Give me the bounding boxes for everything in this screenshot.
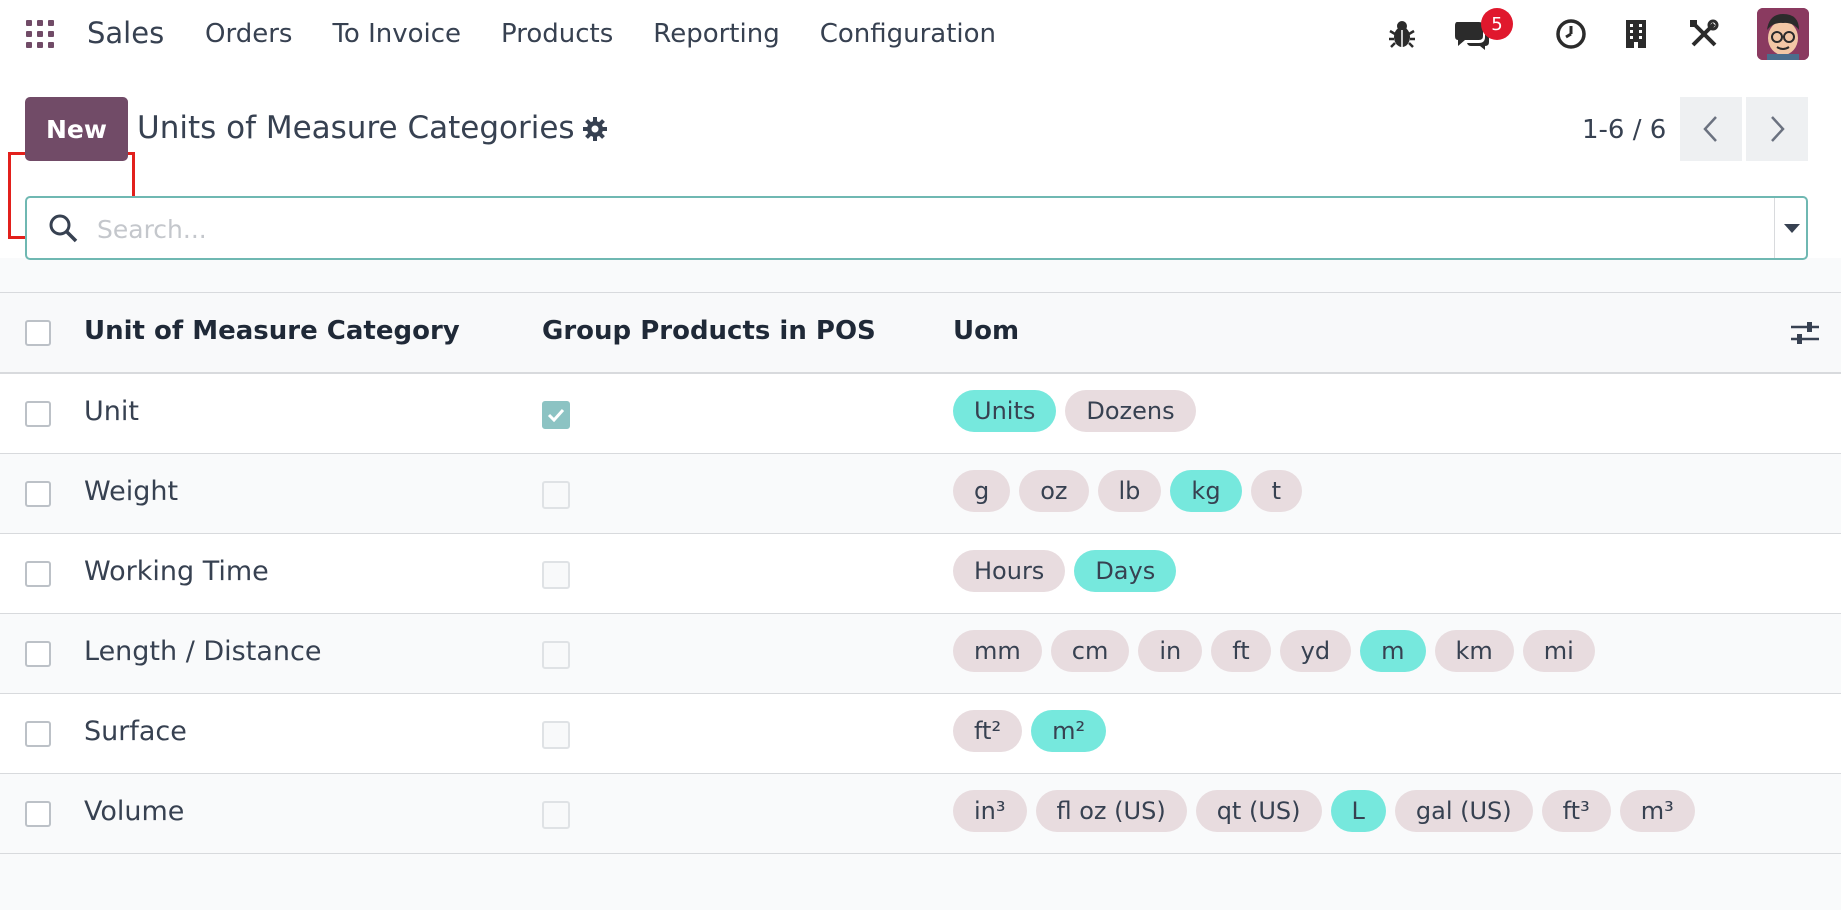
uom-tag: km xyxy=(1434,630,1514,672)
caret-down-icon xyxy=(1783,224,1800,233)
group-products-pos-checkbox[interactable] xyxy=(542,801,570,829)
uom-tag: mi xyxy=(1522,630,1595,672)
row-select-checkbox[interactable] xyxy=(25,401,51,427)
reference-uom-tag: m xyxy=(1360,630,1426,672)
messages-count-badge: 5 xyxy=(1481,8,1513,40)
main-menu: Orders To Invoice Products Reporting Con… xyxy=(205,19,1036,49)
menu-to-invoice[interactable]: To Invoice xyxy=(332,19,462,49)
search-bar xyxy=(25,196,1808,260)
menu-reporting[interactable]: Reporting xyxy=(653,19,780,49)
pager-value[interactable]: 1-6 / 6 xyxy=(1582,115,1667,145)
uom-tag: lb xyxy=(1097,470,1162,512)
chevron-right-icon xyxy=(1771,116,1785,142)
row-select-checkbox[interactable] xyxy=(25,641,51,667)
reference-uom-tag: m² xyxy=(1031,710,1107,752)
page-title: Units of Measure Categories xyxy=(137,110,575,146)
row-select-checkbox[interactable] xyxy=(25,801,51,827)
chat-icon[interactable] xyxy=(1452,14,1492,54)
reference-uom-tag: Units xyxy=(953,390,1057,432)
column-header-category[interactable]: Unit of Measure Category xyxy=(84,316,460,346)
search-icon xyxy=(47,212,79,248)
new-button[interactable]: New xyxy=(25,97,128,161)
menu-orders[interactable]: Orders xyxy=(205,19,293,49)
table-header: Unit of Measure Category Group Products … xyxy=(0,292,1841,374)
uom-tags: Hours Days xyxy=(953,550,1185,592)
uom-tag: in xyxy=(1138,630,1203,672)
group-products-pos-checkbox[interactable] xyxy=(542,721,570,749)
uom-tag: Dozens xyxy=(1065,390,1196,432)
uom-tag: t xyxy=(1250,470,1302,512)
table-row[interactable]: Unit Units Dozens xyxy=(0,374,1841,454)
uom-tag: ft³ xyxy=(1541,790,1611,832)
tools-icon[interactable] xyxy=(1687,14,1721,54)
uom-tag: oz xyxy=(1019,470,1089,512)
category-name[interactable]: Surface xyxy=(84,716,187,747)
category-name[interactable]: Unit xyxy=(84,396,139,427)
uom-tag: in³ xyxy=(953,790,1027,832)
row-select-checkbox[interactable] xyxy=(25,481,51,507)
category-name[interactable]: Working Time xyxy=(84,556,269,587)
uom-tag: cm xyxy=(1050,630,1130,672)
search-options-toggle[interactable] xyxy=(1775,198,1808,258)
column-settings-icon[interactable] xyxy=(1790,319,1820,351)
uom-tags: ft² m² xyxy=(953,710,1115,752)
check-icon xyxy=(547,408,565,422)
row-select-checkbox[interactable] xyxy=(25,561,51,587)
uom-tag: m³ xyxy=(1619,790,1695,832)
reference-uom-tag: kg xyxy=(1170,470,1242,512)
group-products-pos-checkbox[interactable] xyxy=(542,641,570,669)
search-input[interactable] xyxy=(95,209,1549,249)
uom-tag: ft xyxy=(1211,630,1271,672)
column-header-uom[interactable]: Uom xyxy=(953,316,1020,346)
uom-tag: yd xyxy=(1279,630,1352,672)
uom-tags: g oz lb kg t xyxy=(953,470,1311,512)
uom-tags: mm cm in ft yd m km mi xyxy=(953,630,1604,672)
uom-tag: g xyxy=(953,470,1011,512)
table-row[interactable]: Working Time Hours Days xyxy=(0,534,1841,614)
building-icon[interactable] xyxy=(1620,14,1652,54)
search-divider xyxy=(1774,198,1775,258)
uom-tag: Hours xyxy=(953,550,1066,592)
uom-tags: Units Dozens xyxy=(953,390,1205,432)
chevron-left-icon xyxy=(1703,116,1717,142)
app-name[interactable]: Sales xyxy=(87,16,165,50)
uom-tag: fl oz (US) xyxy=(1035,790,1187,832)
group-products-pos-checkbox[interactable] xyxy=(542,481,570,509)
control-panel: New Units of Measure Categories 1-6 / 6 xyxy=(0,68,1841,260)
pager-next-button[interactable] xyxy=(1746,97,1808,161)
table-row[interactable]: Length / Distance mm cm in ft yd m km mi xyxy=(0,614,1841,694)
gear-icon[interactable] xyxy=(582,116,608,146)
uom-tag: ft² xyxy=(953,710,1023,752)
pager-previous-button[interactable] xyxy=(1680,97,1742,161)
select-all-checkbox[interactable] xyxy=(25,320,51,346)
clock-icon[interactable] xyxy=(1553,14,1589,54)
table-row[interactable]: Surface ft² m² xyxy=(0,694,1841,774)
apps-menu-icon[interactable] xyxy=(26,20,54,48)
top-navbar: Sales Orders To Invoice Products Reporti… xyxy=(0,0,1841,68)
menu-products[interactable]: Products xyxy=(501,19,614,49)
table-row[interactable]: Weight g oz lb kg t xyxy=(0,454,1841,534)
bug-icon[interactable] xyxy=(1384,14,1420,54)
category-name[interactable]: Weight xyxy=(84,476,179,507)
table-body: Unit Units Dozens Weight g oz lb kg t Working Tim… xyxy=(0,374,1841,854)
menu-configuration[interactable]: Configuration xyxy=(819,19,997,49)
uom-tag: gal (US) xyxy=(1394,790,1533,832)
uom-tag: mm xyxy=(953,630,1042,672)
user-avatar[interactable] xyxy=(1757,8,1809,60)
uom-tag: qt (US) xyxy=(1195,790,1322,832)
reference-uom-tag: Days xyxy=(1074,550,1177,592)
group-products-pos-checkbox[interactable] xyxy=(542,401,570,429)
row-select-checkbox[interactable] xyxy=(25,721,51,747)
category-name[interactable]: Volume xyxy=(84,796,185,827)
group-products-pos-checkbox[interactable] xyxy=(542,561,570,589)
uom-categories-table: Unit of Measure Category Group Products … xyxy=(0,292,1841,854)
category-name[interactable]: Length / Distance xyxy=(84,636,322,667)
reference-uom-tag: L xyxy=(1330,790,1386,832)
column-header-pos[interactable]: Group Products in POS xyxy=(542,316,876,346)
